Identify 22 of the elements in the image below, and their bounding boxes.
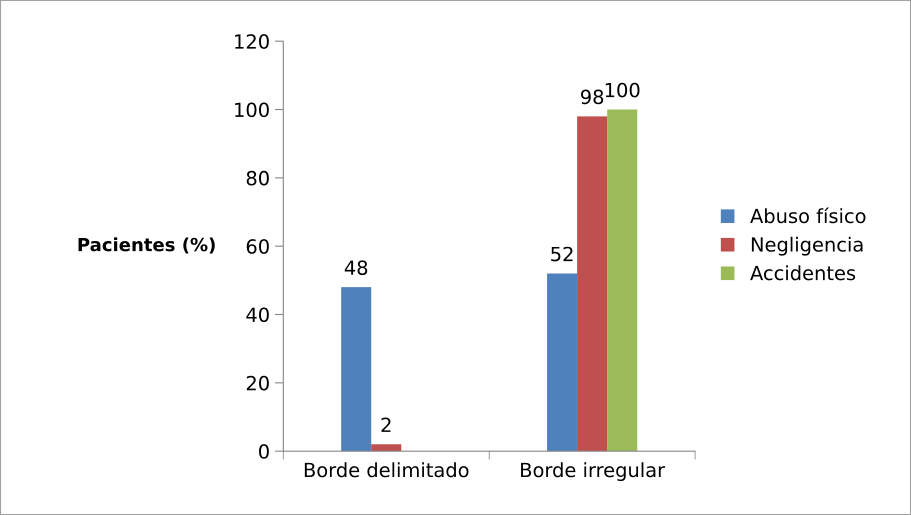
data-label: 98 <box>581 90 604 104</box>
y-tick-label: 120 <box>235 34 269 49</box>
data-label: 52 <box>551 246 573 262</box>
y-tick-label: 100 <box>235 102 269 118</box>
legend-label: Abuso físico <box>750 207 866 224</box>
y-tick-label: 0 <box>259 444 269 459</box>
bar <box>607 110 638 452</box>
y-axis-title: Pacientes (%) <box>78 237 215 254</box>
data-label: 2 <box>382 418 390 432</box>
bar <box>577 116 608 452</box>
y-tick-label: 20 <box>246 376 269 390</box>
bar <box>341 287 372 452</box>
data-label: 100 <box>606 82 640 98</box>
y-tick-label: 60 <box>246 239 269 254</box>
y-tick-label: 80 <box>246 170 269 186</box>
legend-label: Accidentes <box>750 265 856 280</box>
bar <box>547 274 578 452</box>
legend-label: Negligencia <box>752 236 863 256</box>
y-tick-label: 40 <box>246 307 269 322</box>
x-tick-label: Borde delimitado <box>304 462 469 478</box>
data-label: 48 <box>344 260 368 276</box>
x-tick-label: Borde irregular <box>521 462 666 482</box>
